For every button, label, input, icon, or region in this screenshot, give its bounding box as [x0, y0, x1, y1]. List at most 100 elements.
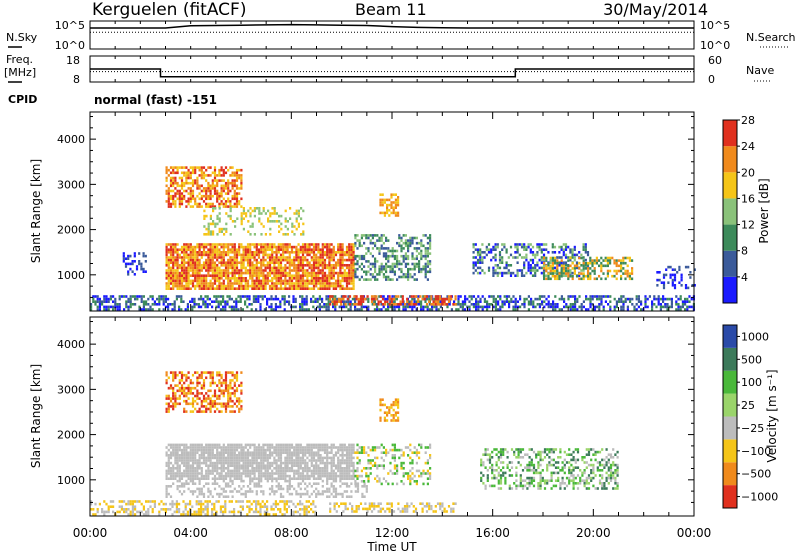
power-cell — [675, 303, 678, 306]
power-cell — [292, 305, 295, 309]
velocity-cell — [319, 456, 322, 460]
power-cell — [408, 303, 411, 306]
velocity-cell — [180, 474, 184, 478]
power-cell — [279, 248, 283, 251]
power-cell — [194, 258, 197, 262]
power-cell — [380, 270, 383, 274]
power-cell — [352, 248, 355, 251]
velocity-cell — [306, 446, 309, 449]
power-cell — [530, 300, 533, 303]
power-cell — [317, 277, 320, 280]
velocity-cell — [284, 464, 287, 467]
power-cell — [358, 254, 361, 258]
power-cell — [334, 261, 338, 264]
power-cell — [424, 267, 427, 271]
velocity-cell — [317, 454, 320, 457]
power-cell — [295, 266, 298, 270]
power-cell — [180, 194, 184, 198]
power-cell — [356, 254, 359, 258]
power-cell — [251, 279, 254, 283]
power-cell — [301, 308, 304, 311]
power-cell — [690, 305, 693, 309]
power-cell — [295, 253, 298, 257]
velocity-cell — [306, 464, 309, 467]
power-cell — [127, 273, 130, 276]
power-cell — [628, 274, 631, 278]
velocity-cell — [337, 467, 340, 470]
power-cell — [189, 248, 192, 251]
power-cell — [386, 206, 389, 209]
power-cell — [251, 243, 254, 246]
velocity-cell — [196, 446, 199, 449]
power-cell — [492, 245, 495, 249]
power-cell — [180, 297, 183, 301]
power-cell — [271, 248, 274, 251]
power-cell — [306, 258, 309, 262]
power-cell — [370, 300, 374, 303]
power-cell — [407, 249, 410, 253]
power-cell — [423, 297, 426, 301]
power-cell — [240, 217, 243, 220]
power-cell — [260, 233, 263, 236]
power-cell — [220, 261, 223, 264]
power-cell — [198, 174, 201, 177]
power-cell — [578, 267, 581, 270]
power-cell — [558, 274, 561, 278]
power-cell — [214, 222, 217, 226]
power-cell — [418, 270, 421, 274]
power-cell — [235, 271, 239, 275]
power-cell — [253, 279, 256, 283]
power-cell — [262, 245, 265, 249]
power-cell — [341, 271, 344, 275]
velocity-cell — [308, 454, 311, 457]
power-cell — [185, 282, 188, 285]
power-cell — [109, 295, 112, 298]
power-cell — [122, 254, 125, 258]
velocity-cell — [253, 469, 256, 473]
velocity-cell — [275, 467, 278, 470]
power-cell — [319, 264, 322, 267]
power-cell — [189, 258, 192, 262]
power-cell — [360, 275, 363, 279]
power-colorbar-tick-label: 16 — [741, 192, 755, 205]
power-cell — [293, 266, 296, 270]
power-colorbar-segment — [723, 224, 737, 251]
velocity-cell — [244, 456, 247, 460]
power-cell — [567, 274, 570, 278]
velocity-cell — [277, 446, 280, 449]
power-cell — [569, 295, 572, 298]
velocity-cell — [306, 472, 309, 475]
power-cell — [354, 308, 357, 311]
power-cell — [169, 176, 173, 180]
power-cell — [376, 239, 379, 242]
velocity-cell — [310, 448, 313, 452]
power-cell — [545, 269, 548, 273]
power-cell — [498, 251, 502, 254]
velocity-cell — [172, 467, 175, 470]
power-cell — [310, 264, 313, 267]
power-cell — [218, 230, 221, 233]
velocity-cell — [299, 461, 302, 465]
power-cell — [392, 193, 395, 196]
power-cell — [479, 266, 482, 270]
velocity-cell — [334, 467, 338, 470]
power-cell — [240, 184, 243, 188]
power-cell — [240, 214, 243, 218]
power-cell — [390, 211, 393, 215]
velocity-cell — [253, 474, 256, 478]
power-cell — [205, 189, 208, 193]
power-cell — [520, 271, 524, 275]
power-cell — [251, 287, 254, 290]
power-cell — [343, 251, 346, 254]
velocity-cell — [266, 456, 269, 460]
power-cell — [497, 300, 500, 303]
power-cell — [133, 260, 136, 263]
power-cell — [183, 264, 186, 267]
velocity-cell — [290, 469, 294, 473]
power-cell — [334, 253, 338, 257]
power-cell — [688, 295, 691, 298]
velocity-cell — [275, 477, 278, 480]
velocity-cell — [229, 469, 232, 473]
power-cell — [277, 258, 280, 262]
power-cell — [209, 166, 212, 169]
